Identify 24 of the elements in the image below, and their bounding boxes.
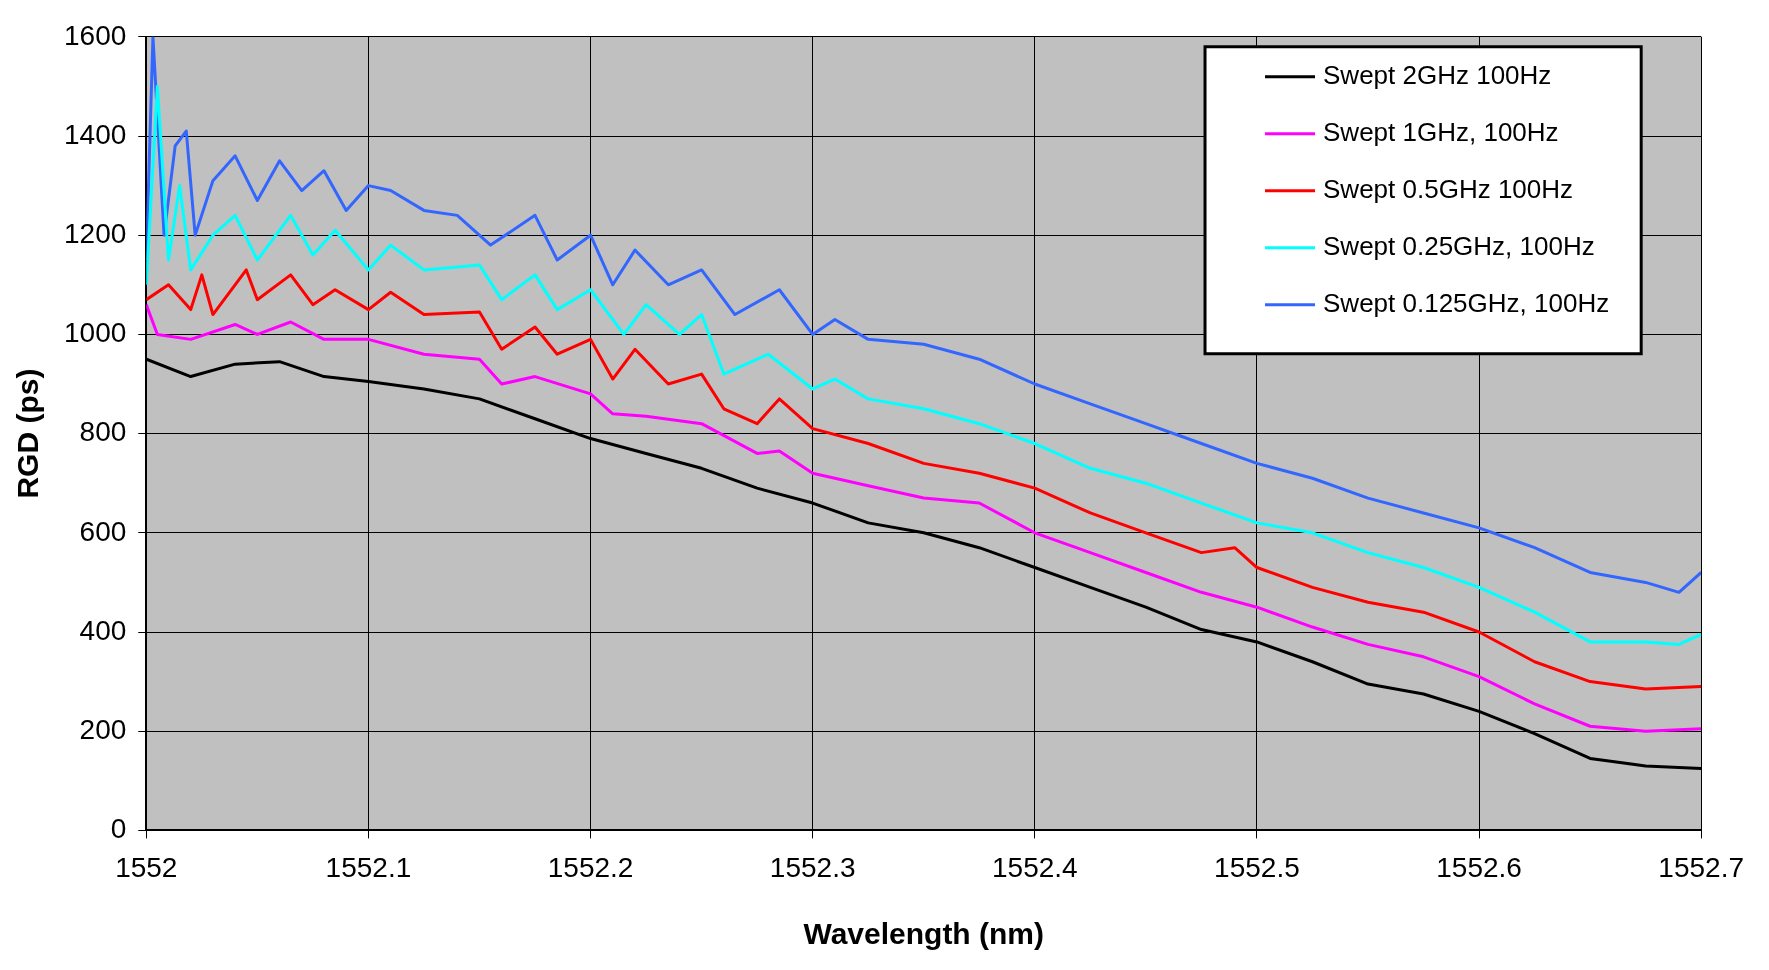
x-tick-label: 1552.7 bbox=[1658, 851, 1744, 883]
x-tick-label: 1552 bbox=[115, 851, 178, 883]
x-tick-label: 1552.4 bbox=[991, 851, 1078, 883]
legend-label: Swept 1GHz, 100Hz bbox=[1323, 116, 1559, 147]
y-tick-label: 1400 bbox=[63, 118, 127, 150]
y-tick-label: 1600 bbox=[63, 19, 127, 51]
legend-label: Swept 0.125GHz, 100Hz bbox=[1323, 287, 1610, 318]
y-tick-label: 1000 bbox=[63, 317, 127, 349]
y-tick-label: 400 bbox=[79, 614, 127, 646]
y-tick-label: 1200 bbox=[63, 217, 127, 249]
x-axis-title: Wavelength (nm) bbox=[803, 917, 1045, 951]
y-axis-title: RGD (ps) bbox=[11, 368, 45, 499]
y-tick-label: 600 bbox=[79, 515, 127, 547]
legend-label: Swept 0.5GHz 100Hz bbox=[1323, 173, 1574, 204]
legend-label: Swept 2GHz 100Hz bbox=[1323, 59, 1552, 90]
legend-label: Swept 0.25GHz, 100Hz bbox=[1323, 230, 1595, 261]
y-tick-label: 200 bbox=[79, 713, 127, 745]
x-tick-label: 1552.2 bbox=[547, 851, 634, 883]
x-tick-label: 1552.5 bbox=[1214, 851, 1300, 883]
x-tick-label: 1552.3 bbox=[769, 851, 856, 883]
x-tick-label: 1552.1 bbox=[325, 851, 412, 883]
y-tick-label: 0 bbox=[110, 813, 127, 845]
x-tick-label: 1552.6 bbox=[1436, 851, 1522, 883]
y-tick-label: 800 bbox=[79, 416, 127, 448]
